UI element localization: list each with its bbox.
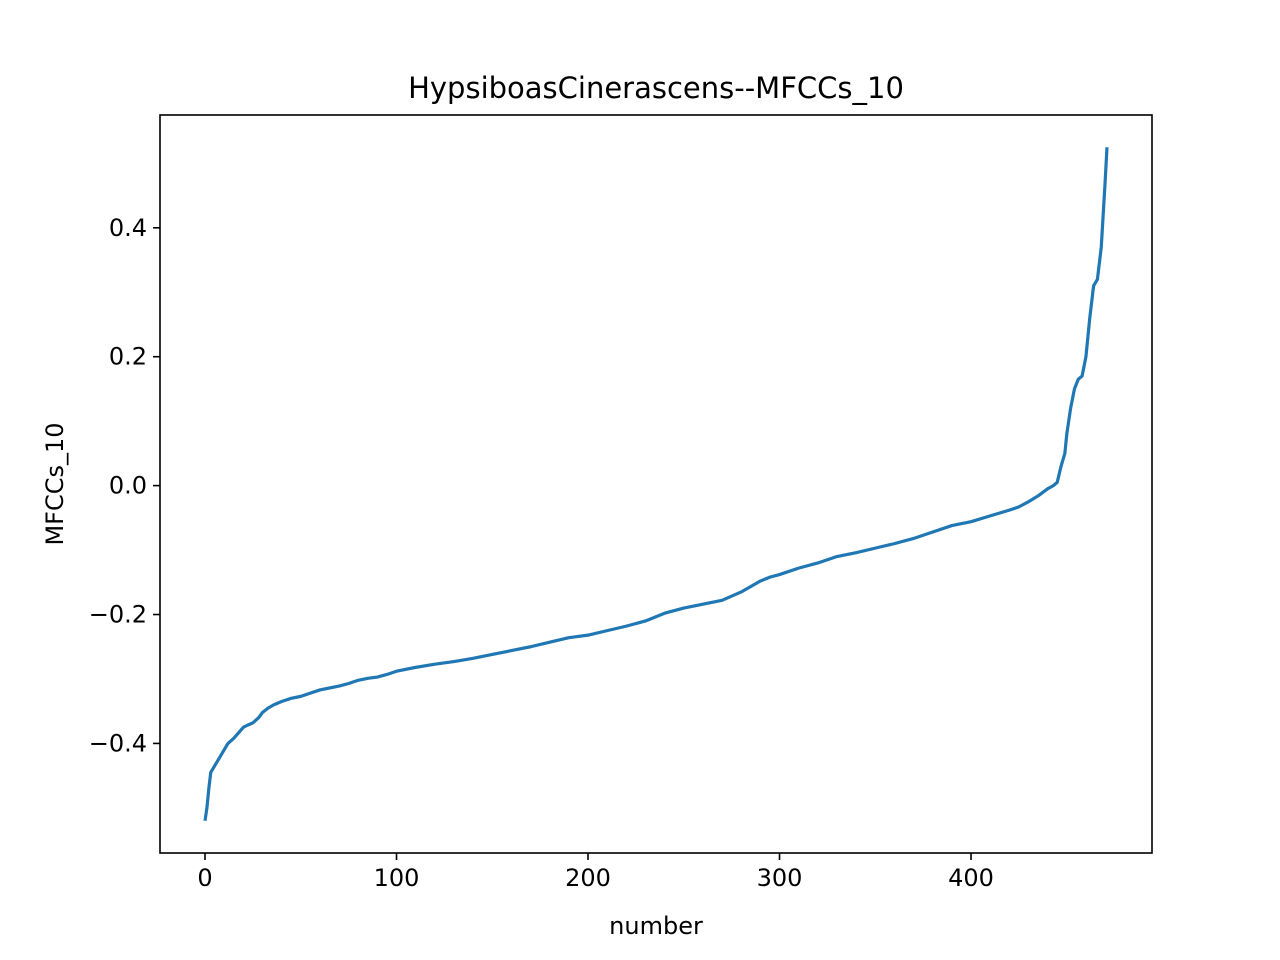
- x-tick-label: 0: [197, 864, 212, 892]
- x-tick-label: 400: [948, 864, 994, 892]
- x-tick-label: 300: [757, 864, 803, 892]
- y-axis-label: MFCCs_10: [41, 422, 69, 545]
- x-tick-label: 100: [374, 864, 420, 892]
- y-tick-label: −0.4: [89, 729, 147, 757]
- chart-title: HypsiboasCinerascens--MFCCs_10: [408, 71, 904, 105]
- y-tick-label: 0.0: [109, 472, 147, 500]
- x-axis-label: number: [609, 912, 703, 940]
- x-tick-label: 200: [565, 864, 611, 892]
- series-line: [203, 147, 1109, 822]
- x-axis-ticks: 0 100 200 300 400: [197, 853, 994, 892]
- axes-frame: [159, 114, 1153, 854]
- y-tick-label: 0.2: [109, 343, 147, 371]
- y-tick-label: 0.4: [109, 214, 147, 242]
- y-tick-label: −0.2: [89, 601, 147, 629]
- y-axis-ticks: −0.4 −0.2 0.0 0.2 0.4: [89, 214, 160, 757]
- plot-area: [203, 147, 1109, 822]
